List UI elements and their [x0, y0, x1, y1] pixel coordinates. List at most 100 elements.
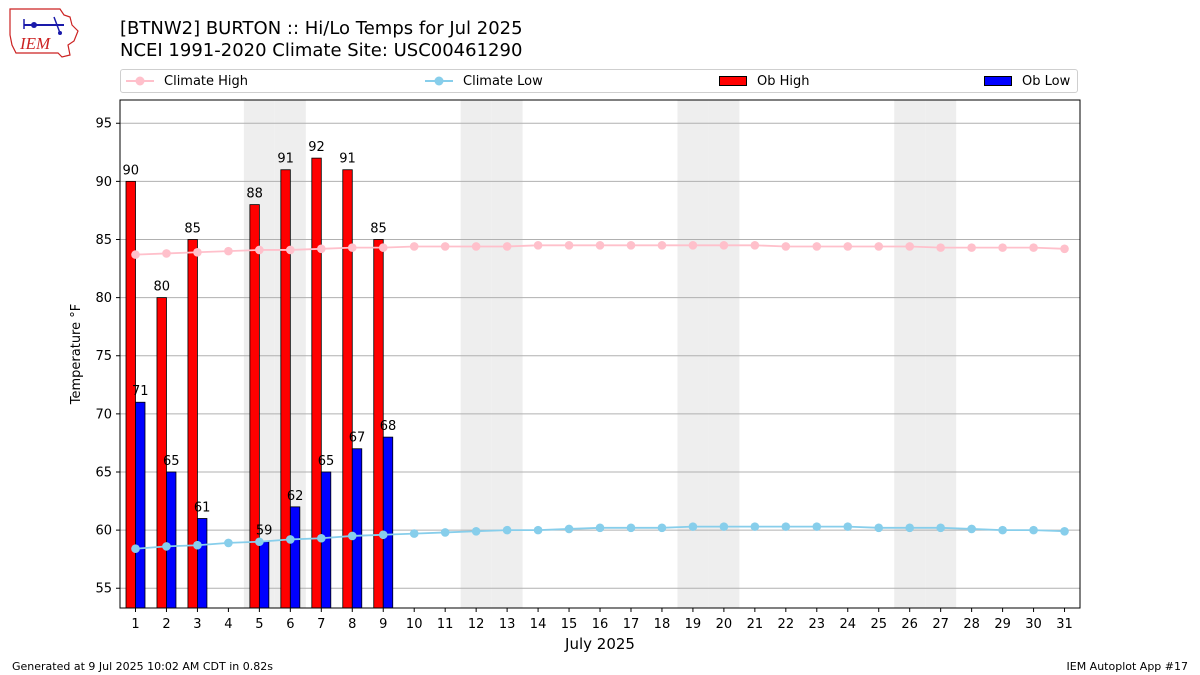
legend-item-ob-low: Ob Low [984, 73, 1070, 89]
climate-high-point [440, 242, 450, 251]
weekend-shade [460, 100, 492, 608]
climate-low-point [440, 528, 450, 537]
climate-low-point [564, 524, 574, 534]
weekend-shade [708, 100, 740, 608]
climate-low-point [255, 537, 264, 547]
climate-low-point [595, 523, 605, 533]
climate-low-point [378, 530, 388, 540]
legend-item-climate-high: Climate High [126, 73, 248, 89]
climate-low-point [657, 523, 667, 533]
x-tick-label: 11 [437, 617, 454, 632]
x-tick-label: 28 [963, 617, 980, 632]
climate-low-point [286, 535, 295, 544]
y-tick-label: 75 [95, 349, 112, 364]
climate-low-point [471, 526, 481, 536]
logo-text: IEM [19, 34, 51, 53]
ob-high-bar [373, 239, 384, 608]
y-tick-label: 60 [95, 524, 112, 539]
weekend-shade [491, 100, 523, 608]
legend: Climate High Climate Low Ob High Ob Low [120, 69, 1078, 93]
climate-low-point [967, 524, 976, 534]
ob-low-bar [166, 471, 177, 608]
ob-high-bar [311, 157, 322, 608]
ob-high-bar [342, 169, 353, 608]
x-tick-label: 22 [778, 617, 795, 632]
climate-low-point [905, 523, 914, 533]
ob-low-label: 61 [194, 500, 211, 515]
climate-high-point [224, 246, 233, 256]
x-tick-label: 7 [317, 617, 325, 632]
climate-low-point [688, 522, 698, 531]
ob-high-bar [187, 239, 198, 608]
ob-low-bar [258, 541, 270, 608]
ob-high-bar [249, 204, 260, 608]
ob-high-bar [280, 169, 291, 608]
climate-low-point [533, 525, 543, 535]
x-tick-label: 29 [994, 617, 1011, 632]
ob-low-label: 65 [163, 454, 180, 469]
x-tick-label: 30 [1025, 617, 1042, 632]
ob-low-swatch-icon [984, 76, 1012, 86]
legend-item-ob-high: Ob High [719, 73, 810, 89]
climate-high-point [162, 249, 171, 258]
climate-high-point [1029, 243, 1038, 252]
ob-high-label: 85 [184, 221, 201, 236]
climate-high-point [131, 250, 140, 259]
y-tick-label: 65 [95, 465, 112, 480]
y-tick-label: 80 [95, 291, 112, 306]
ob-high-label: 91 [339, 152, 356, 167]
ob-low-bar [197, 518, 208, 608]
climate-high-point [564, 241, 574, 250]
ob-high-label: 91 [277, 152, 294, 167]
x-tick-label: 8 [348, 617, 356, 632]
ob-low-bar [135, 401, 146, 608]
x-tick-label: 20 [716, 617, 733, 632]
ob-high-label: 92 [308, 140, 325, 155]
x-tick-label: 18 [654, 617, 671, 632]
x-tick-label: 10 [406, 617, 423, 632]
chart-title: [BTNW2] BURTON :: Hi/Lo Temps for Jul 20… [120, 18, 523, 39]
chart-subtitle: NCEI 1991-2020 Climate Site: USC00461290 [120, 40, 523, 61]
climate-high-point [967, 243, 976, 252]
climate-low-point [719, 522, 729, 531]
climate-low-point [502, 525, 512, 535]
climate-low-point [347, 531, 357, 541]
climate-low-point [193, 540, 202, 550]
climate-high-point [781, 242, 791, 251]
climate-high-point [874, 242, 884, 251]
climate-high-point [657, 241, 667, 250]
climate-low-point [750, 522, 760, 531]
x-tick-label: 14 [530, 617, 547, 632]
climate-low-point [781, 522, 791, 531]
climate-low-point [874, 523, 884, 533]
ob-low-label: 65 [318, 454, 335, 469]
climate-low-point [317, 533, 326, 543]
climate-high-point [905, 242, 914, 251]
x-tick-label: 23 [809, 617, 826, 632]
weekend-shade [894, 100, 926, 608]
x-tick-label: 26 [901, 617, 918, 632]
ob-high-label: 88 [246, 187, 263, 202]
climate-high-point [998, 243, 1007, 252]
climate-high-marker-icon [126, 76, 154, 86]
climate-high-point [193, 247, 202, 257]
x-tick-label: 24 [839, 617, 856, 632]
climate-high-point [843, 242, 853, 251]
climate-high-point [286, 245, 295, 255]
legend-label-climate-high: Climate High [164, 73, 249, 89]
legend-label-climate-low: Climate Low [463, 73, 543, 89]
ob-low-label: 62 [287, 489, 304, 504]
x-tick-label: 27 [932, 617, 949, 632]
y-tick-label: 85 [95, 233, 112, 248]
climate-low-point [224, 538, 233, 548]
climate-low-point [162, 542, 171, 551]
ob-high-bar [125, 180, 136, 608]
ob-low-label: 71 [132, 384, 149, 399]
x-tick-label: 12 [468, 617, 485, 632]
legend-item-climate-low: Climate Low [425, 73, 543, 89]
x-tick-label: 17 [623, 617, 640, 632]
x-tick-label: 19 [685, 617, 702, 632]
x-tick-label: 9 [379, 617, 387, 632]
x-tick-label: 13 [499, 617, 516, 632]
